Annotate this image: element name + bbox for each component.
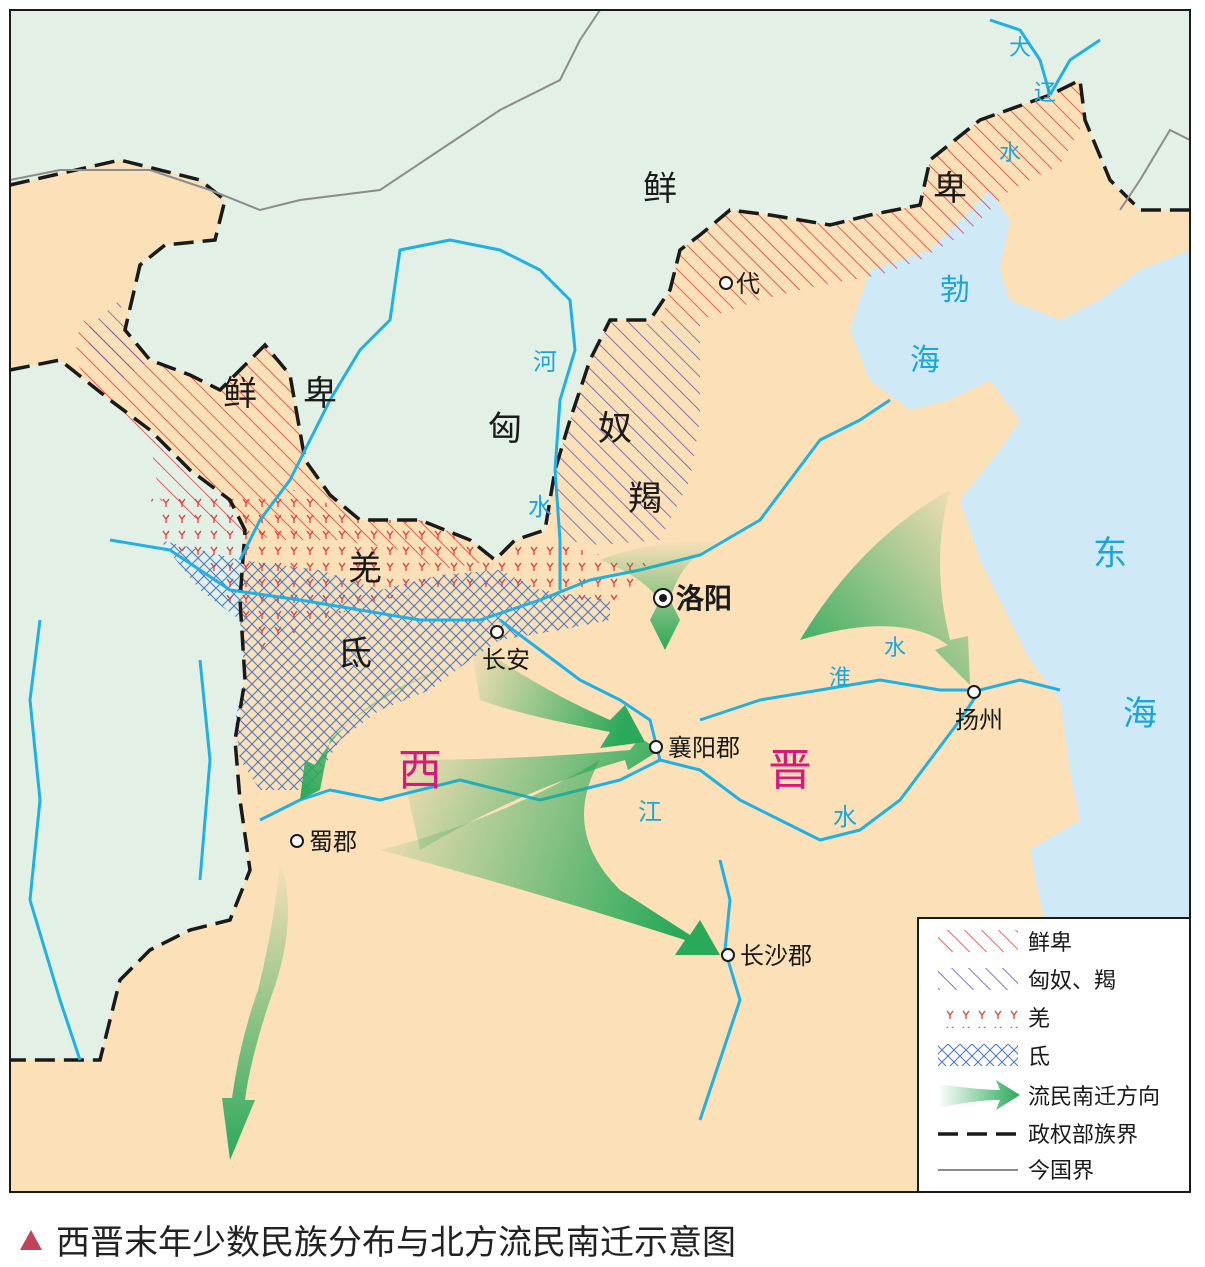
legend-di-swatch [938, 1044, 1018, 1066]
city-xiangyang-label: 襄阳郡 [668, 734, 740, 762]
xianbei-northeast [660, 80, 1085, 325]
legend-modern-label: 今国界 [1028, 1159, 1094, 1184]
city-xiangyang: 襄阳郡 [649, 734, 740, 762]
west-river [28, 619, 212, 1061]
label-xi: 西 [398, 745, 442, 796]
legend-xianbei-swatch [938, 930, 1018, 952]
legend-qiang-swatch [938, 1006, 1018, 1028]
label-donghai-2: 海 [1123, 694, 1157, 734]
label-donghai-1: 东 [1093, 534, 1127, 574]
city-yangzhou: 扬州 [955, 685, 1003, 734]
legend-migration-label: 流民南迁方向 [1028, 1085, 1160, 1110]
liao-river [989, 18, 1101, 96]
label-xianbei-west-2: 卑 [303, 374, 337, 414]
label-xiongnu-1: 匈 [488, 409, 522, 449]
city-shu-label: 蜀郡 [309, 828, 357, 856]
legend-qiang-label: 羌 [1028, 1007, 1050, 1032]
city-changsha-label: 长沙郡 [740, 942, 812, 970]
xiongnu-west [85, 300, 150, 380]
han-river [499, 618, 662, 761]
label-xiongnu-2: 奴 [598, 409, 632, 449]
label-bohai-1: 勃 [940, 273, 970, 308]
di-area [160, 540, 610, 790]
label-jie: 羯 [628, 479, 662, 519]
city-changan: 长安 [482, 625, 530, 674]
modern-border [9, 9, 1191, 212]
label-huai-2: 水 [884, 636, 906, 661]
arrow-changan-xiangyang [470, 640, 645, 748]
city-luoyang: 洛阳 [653, 582, 732, 615]
city-dai-label: 代 [736, 270, 760, 298]
label-qiang: 羌 [348, 549, 382, 589]
map-frame [9, 9, 1191, 1193]
label-xianbei-north: 鲜 [643, 169, 677, 209]
label-huai-1: 淮 [829, 666, 851, 691]
label-jiang-2: 水 [833, 803, 857, 831]
legend-migration-swatch [938, 1080, 1020, 1110]
yangtze-river [259, 678, 1061, 842]
label-jin: 晋 [768, 745, 812, 796]
rivers [28, 18, 1101, 1121]
city-luoyang-label: 洛阳 [676, 582, 732, 615]
city-dai: 代 [719, 270, 760, 298]
label-he-2: 水 [528, 493, 552, 521]
label-daliao-3: 水 [999, 141, 1021, 166]
arrow-west-shu [300, 660, 470, 800]
label-xianbei-west-1: 鲜 [223, 374, 257, 414]
legend-xiongnu-swatch [938, 968, 1018, 990]
arrow-north-yangzhou [800, 490, 970, 685]
legend-di-label: 氐 [1028, 1045, 1050, 1070]
legend-xianbei-label: 鲜卑 [1028, 931, 1072, 956]
label-di: 氐 [338, 634, 372, 674]
city-yangzhou-label: 扬州 [955, 706, 1003, 734]
label-bohai-2: 海 [910, 343, 940, 378]
city-shu: 蜀郡 [290, 828, 357, 856]
caption-triangle-icon [20, 1229, 42, 1250]
arrow-xiangyang-changsha [380, 760, 720, 955]
arrow-xijin-xiangyang [400, 738, 660, 850]
xiongnu-area [555, 320, 700, 545]
xiang-river [698, 859, 742, 1121]
label-daliao-1: 大 [1009, 36, 1031, 61]
legend-xiongnu-label: 匈奴、羯 [1028, 969, 1116, 994]
huai-river [699, 678, 980, 722]
legend: 鲜卑 匈奴、羯 羌 氐 流民南迁方向 政权部族界 今国界 [917, 917, 1191, 1193]
migration-map: 鲜 卑 鲜 卑 匈 奴 羯 羌 氐 西 晋 河 水 大 辽 水 勃 海 东 海 … [9, 9, 1191, 1193]
label-he-1: 河 [533, 348, 557, 376]
legend-boundary-label: 政权部族界 [1028, 1123, 1138, 1148]
city-changsha: 长沙郡 [721, 942, 812, 970]
map-caption: 西晋末年少数民族分布与北方流民南迁示意图 [20, 1215, 736, 1264]
label-daliao-2: 辽 [1034, 81, 1056, 106]
city-changan-label: 长安 [482, 646, 530, 674]
caption-text: 西晋末年少数民族分布与北方流民南迁示意图 [56, 1223, 736, 1263]
regime-boundary [9, 77, 1190, 1062]
yellow-river [109, 238, 891, 622]
arrow-shu-south [222, 860, 288, 1160]
label-jiang-1: 江 [638, 798, 662, 826]
label-xianbei-ne: 卑 [933, 169, 967, 209]
